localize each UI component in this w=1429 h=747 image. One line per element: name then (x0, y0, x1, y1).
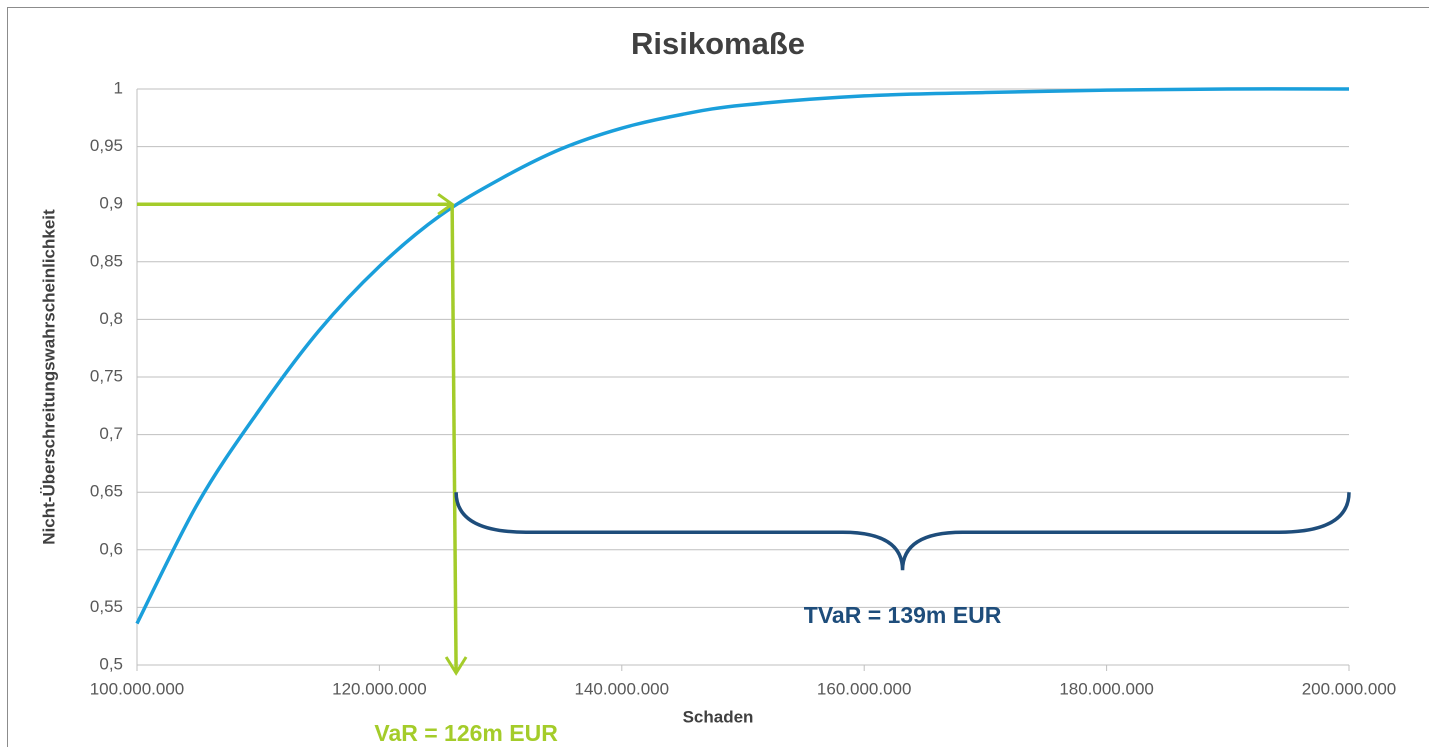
y-tick-label: 0,5 (99, 654, 123, 673)
x-tick-label: 180.000.000 (1059, 679, 1154, 698)
curve (135, 87, 1350, 625)
y-tick-label: 0,85 (90, 251, 123, 270)
tvar-brace (454, 492, 1351, 571)
y-tick-label: 0,55 (90, 597, 123, 616)
x-tick-label: 100.000.000 (90, 679, 185, 698)
y-tick-label: 0,7 (99, 424, 123, 443)
y-tick-label: 0,95 (90, 136, 123, 155)
x-tick-label: 160.000.000 (817, 679, 912, 698)
y-tick-label: 1 (114, 78, 123, 97)
chart-frame (7, 7, 1429, 747)
chart-title: Risikomaße (631, 26, 805, 61)
x-tick-label: 200.000.000 (1302, 679, 1397, 698)
var-label: VaR = 126m EUR (374, 720, 558, 746)
tvar-label: TVaR = 139m EUR (804, 602, 1002, 628)
y-tick-label: 0,9 (99, 194, 123, 213)
y-tick-label: 0,65 (90, 482, 123, 501)
y-tick-label: 0,75 (90, 366, 123, 385)
x-axis-label: Schaden (683, 707, 754, 726)
x-tick-label: 140.000.000 (575, 679, 670, 698)
x-tick-label: 120.000.000 (332, 679, 427, 698)
var-arrow (450, 204, 458, 674)
arrow-head (444, 656, 468, 676)
y-tick-label: 0,6 (99, 539, 123, 558)
y-axis-label: Nicht-Überschreitungswahrscheinlichkeit (39, 209, 58, 545)
y-tick-label: 0,8 (99, 309, 123, 328)
